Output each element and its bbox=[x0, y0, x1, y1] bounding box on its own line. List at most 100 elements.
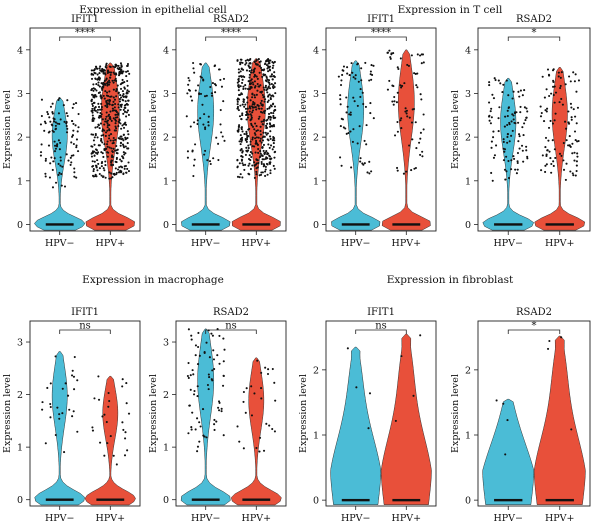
data-point bbox=[272, 84, 275, 87]
data-point bbox=[187, 83, 190, 86]
data-point bbox=[192, 373, 195, 376]
data-point bbox=[60, 173, 63, 176]
data-point bbox=[253, 392, 256, 395]
data-point bbox=[503, 150, 506, 153]
data-point bbox=[94, 72, 97, 75]
data-point bbox=[71, 119, 74, 123]
data-point bbox=[102, 175, 105, 178]
data-point bbox=[122, 133, 125, 137]
data-point bbox=[253, 80, 256, 83]
y-tick-label: 1 bbox=[313, 430, 319, 441]
data-point bbox=[119, 135, 122, 138]
data-point bbox=[272, 102, 275, 105]
group-3: Expression in fibroblast IFIT1 0 1 2 Expressi… bbox=[298, 274, 591, 524]
data-point bbox=[117, 168, 120, 171]
data-point bbox=[196, 445, 200, 448]
data-point bbox=[245, 130, 248, 133]
data-point bbox=[544, 109, 547, 112]
violin-hpv-neg bbox=[181, 62, 231, 231]
data-point bbox=[220, 131, 223, 134]
y-tick-label: 4 bbox=[17, 45, 23, 56]
data-point bbox=[393, 134, 397, 137]
data-point bbox=[197, 345, 200, 349]
data-point bbox=[546, 149, 549, 152]
data-point bbox=[67, 159, 70, 162]
data-point bbox=[72, 103, 75, 106]
data-point bbox=[516, 161, 519, 165]
data-point bbox=[91, 104, 94, 107]
data-point bbox=[198, 93, 201, 96]
data-point bbox=[562, 168, 566, 171]
data-point bbox=[564, 83, 567, 86]
data-point bbox=[252, 68, 256, 71]
data-point bbox=[542, 120, 546, 123]
y-axis-label: Expression level bbox=[298, 90, 309, 169]
data-point bbox=[559, 86, 562, 90]
data-point bbox=[112, 96, 115, 99]
data-point bbox=[259, 91, 262, 94]
data-point bbox=[265, 150, 268, 153]
data-point bbox=[59, 159, 62, 162]
data-point bbox=[125, 111, 128, 114]
data-point bbox=[90, 145, 93, 148]
data-point bbox=[117, 103, 120, 106]
data-point bbox=[110, 95, 113, 98]
data-point bbox=[202, 79, 205, 82]
data-point bbox=[350, 166, 353, 169]
data-point bbox=[514, 168, 517, 171]
data-point bbox=[94, 93, 97, 97]
data-point bbox=[265, 64, 269, 67]
panel-gene-title: IFIT1 bbox=[71, 14, 99, 25]
data-point bbox=[244, 59, 247, 62]
data-point bbox=[120, 127, 123, 130]
data-point bbox=[56, 143, 59, 146]
data-point bbox=[126, 142, 129, 145]
data-point bbox=[193, 121, 196, 124]
data-point bbox=[92, 101, 95, 105]
data-point bbox=[253, 60, 256, 64]
data-point bbox=[199, 117, 202, 120]
data-point bbox=[351, 140, 354, 143]
data-point bbox=[252, 83, 255, 86]
data-point bbox=[551, 69, 555, 72]
data-point bbox=[410, 121, 414, 124]
data-point bbox=[545, 88, 548, 91]
violin-hpv-neg bbox=[34, 97, 86, 231]
data-point bbox=[251, 125, 255, 128]
data-point bbox=[91, 160, 94, 163]
data-point bbox=[200, 76, 203, 79]
data-point bbox=[264, 170, 267, 173]
y-tick-label: 0 bbox=[163, 495, 169, 506]
data-point bbox=[559, 76, 562, 79]
data-point bbox=[100, 174, 103, 177]
data-point bbox=[101, 415, 104, 418]
data-point bbox=[53, 120, 56, 123]
data-point bbox=[68, 408, 71, 411]
data-point bbox=[208, 376, 211, 379]
data-point bbox=[272, 64, 275, 67]
data-point bbox=[118, 98, 121, 101]
data-point bbox=[339, 125, 342, 128]
data-point bbox=[573, 130, 577, 133]
data-point bbox=[526, 155, 529, 158]
data-point bbox=[49, 105, 53, 108]
data-point bbox=[106, 91, 109, 94]
data-point bbox=[393, 95, 396, 99]
data-point bbox=[553, 101, 556, 104]
data-point bbox=[105, 115, 108, 118]
data-point bbox=[248, 80, 251, 83]
data-point bbox=[400, 117, 403, 120]
data-point bbox=[544, 136, 548, 139]
data-point bbox=[259, 137, 262, 140]
data-point bbox=[268, 68, 271, 71]
data-point bbox=[548, 339, 551, 343]
data-point bbox=[507, 94, 510, 97]
data-point bbox=[198, 421, 201, 424]
data-point bbox=[114, 113, 117, 116]
data-point bbox=[406, 63, 409, 66]
data-point bbox=[58, 171, 61, 174]
data-point bbox=[489, 122, 492, 125]
data-point bbox=[119, 108, 122, 111]
data-point bbox=[91, 165, 94, 168]
data-point bbox=[544, 146, 547, 149]
